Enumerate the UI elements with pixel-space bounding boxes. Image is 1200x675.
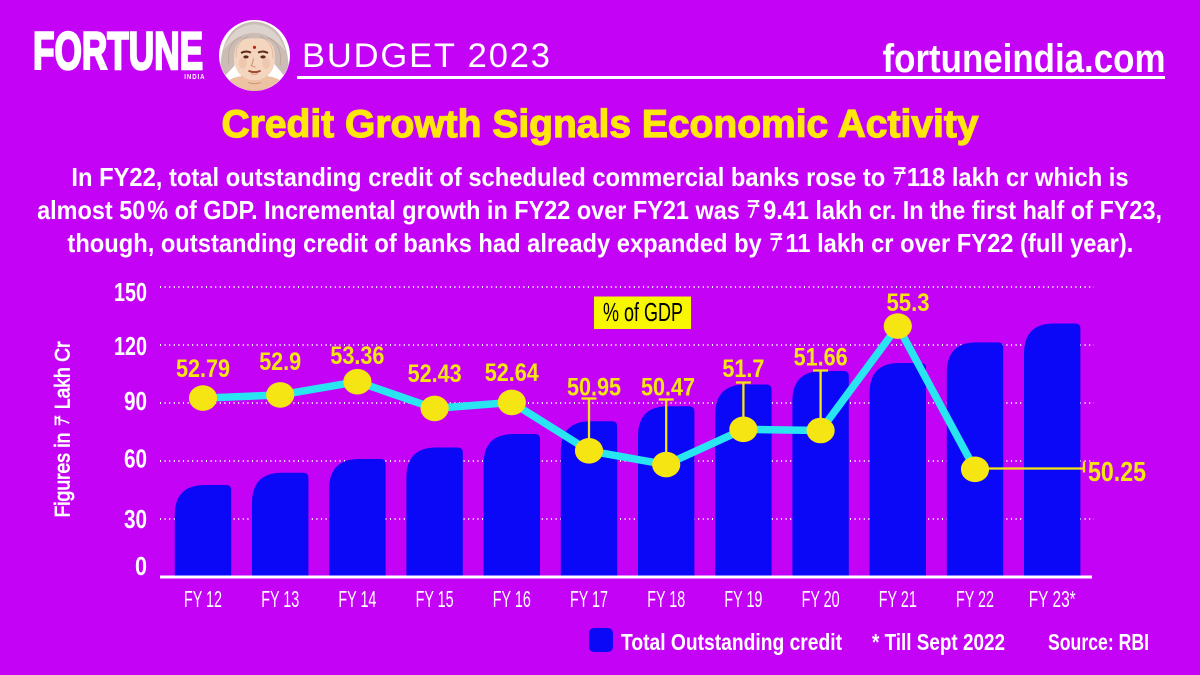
svg-text:53.36: 53.36 [330,342,384,370]
svg-text:FY 19: FY 19 [724,586,762,612]
svg-text:51.66: 51.66 [794,344,848,372]
svg-text:50.95: 50.95 [567,374,621,402]
svg-text:FY 20: FY 20 [802,586,840,612]
svg-text:0: 0 [135,551,147,581]
svg-text:FY 17: FY 17 [570,586,608,612]
svg-text:55.3: 55.3 [887,289,930,317]
svg-text:FY 18: FY 18 [647,586,685,612]
svg-text:52.43: 52.43 [408,360,462,388]
svg-text:FY 12: FY 12 [184,586,222,612]
svg-text:FY 22: FY 22 [956,586,994,612]
svg-text:120: 120 [114,331,147,361]
svg-text:* Till Sept 2022: * Till Sept 2022 [872,629,1005,655]
svg-text:FY 15: FY 15 [416,586,454,612]
svg-text:FY 13: FY 13 [261,586,299,612]
svg-text:52.9: 52.9 [259,348,301,376]
svg-text:Total Outstanding credit: Total Outstanding credit [621,629,842,655]
svg-text:50.25: 50.25 [1088,456,1146,487]
svg-text:30: 30 [124,504,147,534]
svg-text:FY 21: FY 21 [879,586,917,612]
svg-text:150: 150 [114,277,147,307]
svg-text:50.47: 50.47 [641,374,695,402]
svg-text:FY 23*: FY 23* [1029,586,1076,612]
svg-text:52.64: 52.64 [485,359,539,387]
svg-text:90: 90 [124,386,147,416]
svg-text:% of GDP: % of GDP [603,297,683,327]
svg-text:52.79: 52.79 [176,355,230,383]
svg-text:51.7: 51.7 [722,355,764,383]
svg-text:Source: RBI: Source: RBI [1048,629,1149,655]
svg-text:FY 16: FY 16 [493,586,531,612]
svg-text:60: 60 [124,444,147,474]
svg-text:FY 14: FY 14 [338,586,376,612]
